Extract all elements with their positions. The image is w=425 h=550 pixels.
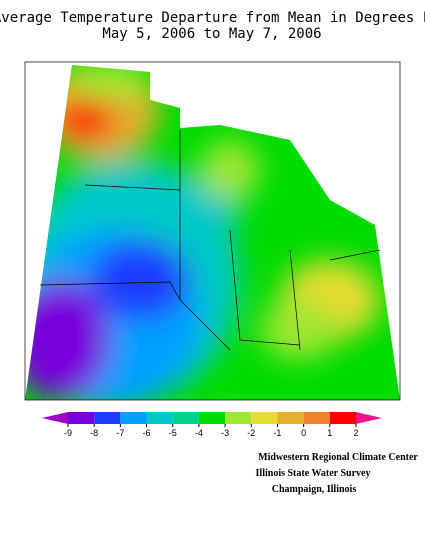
- legend-arrow: [41, 412, 68, 424]
- legend-swatch: [225, 412, 252, 424]
- color-legend: -9 -8 -7 -6 -5 -4 -3 -2 -1 0 1 2: [41, 412, 383, 438]
- boundaries: [24, 61, 401, 401]
- credit: Champaign, Illinois: [272, 484, 357, 495]
- legend-tick-label: -9: [64, 428, 72, 438]
- title: Average Temperature Departure from Mean …: [0, 10, 425, 26]
- legend-swatch: [277, 412, 304, 424]
- legend-tick-label: 1: [327, 428, 332, 438]
- legend-swatch: [198, 412, 226, 424]
- legend-tick-label: 0: [301, 428, 306, 438]
- legend-tick-label: -4: [195, 428, 203, 438]
- temperature-field: [25, 65, 400, 400]
- legend-tick-label: -5: [169, 428, 177, 438]
- legend-swatch: [94, 412, 121, 424]
- legend-arrow: [356, 412, 383, 424]
- subtitle: May 5, 2006 to May 7, 2006: [102, 26, 321, 42]
- legend-swatch: [146, 412, 173, 424]
- legend-swatch: [172, 412, 199, 424]
- legend-tick-label: -2: [247, 428, 255, 438]
- credit: Midwestern Regional Climate Center: [258, 452, 418, 463]
- legend-swatch: [303, 412, 330, 424]
- legend-tick-label: 2: [353, 428, 358, 438]
- credit: Illinois State Water Survey: [256, 468, 371, 479]
- legend-tick-label: -6: [143, 428, 151, 438]
- legend-swatch: [329, 412, 356, 424]
- legend-swatch: [68, 412, 95, 424]
- legend-tick-label: -3: [221, 428, 229, 438]
- legend-swatch: [120, 412, 147, 424]
- legend-tick-label: -8: [90, 428, 98, 438]
- legend-tick-label: -1: [273, 428, 281, 438]
- legend-tick-label: -7: [116, 428, 124, 438]
- legend-swatch: [251, 412, 278, 424]
